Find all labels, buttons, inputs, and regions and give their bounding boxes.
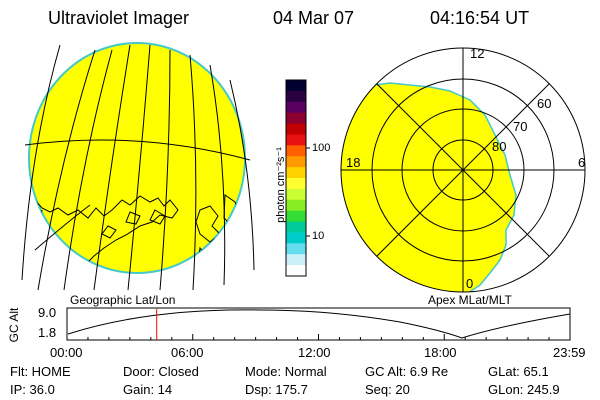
time-label: 04:16:54 UT xyxy=(430,8,530,28)
info-ip: IP: 36.0 xyxy=(10,382,55,397)
colorbar-band xyxy=(286,243,306,255)
altitude-strip xyxy=(66,307,571,341)
colorbar-band xyxy=(286,101,306,114)
geo-panel-label: Geographic Lat/Lon xyxy=(70,293,176,307)
colorbar-band xyxy=(286,265,306,277)
time-tick-label-3: 18:00 xyxy=(424,345,457,360)
altitude-ylabel: GC Alt xyxy=(7,307,21,343)
colorbar-band xyxy=(286,178,306,190)
geographic-image-panel xyxy=(21,42,255,290)
info-glon: GLon: 245.9 xyxy=(488,382,560,397)
colorbar-frame xyxy=(285,79,307,277)
mlt-label-18: 18 xyxy=(346,155,361,170)
mlt-label-12: 12 xyxy=(470,46,485,61)
mlt-label-6: 6 xyxy=(578,155,586,170)
colorbar-band xyxy=(286,221,306,233)
colorbar-band xyxy=(286,112,306,125)
altitude-ytick-top: 9.0 xyxy=(38,305,57,320)
info-dsp: Dsp: 175.7 xyxy=(245,382,308,397)
colorbar-band xyxy=(286,80,306,92)
polar-panel-label: Apex MLat/MLT xyxy=(428,293,512,307)
altitude-curve xyxy=(67,309,571,339)
polar-image-fill xyxy=(341,82,517,292)
instrument-title: Ultraviolet Imager xyxy=(48,8,190,28)
info-gc-alt: GC Alt: 6.9 Re xyxy=(365,364,449,379)
colorbar-band xyxy=(286,199,306,212)
colorbar-band xyxy=(286,254,306,266)
info-mode: Mode: Normal xyxy=(245,364,327,379)
colorbar-band xyxy=(286,188,306,201)
info-seq: Seq: 20 xyxy=(365,382,410,397)
info-door: Door: Closed xyxy=(123,364,199,379)
time-tick-label-0: 00:00 xyxy=(50,345,83,360)
colorbar-band xyxy=(286,90,306,103)
colorbar-band xyxy=(286,167,306,179)
colorbar-unit-label: photon cm⁻²s⁻¹ xyxy=(275,147,287,223)
polar-panel xyxy=(340,47,586,293)
mlt-label-0: 0 xyxy=(466,276,474,291)
info-gain: Gain: 14 xyxy=(123,382,173,397)
mlat-label-70: 70 xyxy=(513,119,528,134)
time-tick-label-1: 06:00 xyxy=(171,345,204,360)
info-flt: Flt: HOME xyxy=(10,364,71,379)
colorbar-band xyxy=(286,123,306,135)
colorbar-tick-label-10: 10 xyxy=(312,230,325,242)
geo-grid xyxy=(21,44,255,290)
geo-disk xyxy=(28,42,246,274)
time-tick-label-4: 23:59 xyxy=(553,345,586,360)
altitude-ytick-bottom: 1.8 xyxy=(38,325,57,340)
polar-grid xyxy=(340,47,586,293)
colorbar xyxy=(285,79,310,277)
colorbar-band xyxy=(286,134,306,146)
colorbar-band xyxy=(286,156,306,168)
mlat-label-80: 80 xyxy=(492,139,507,154)
time-tick-label-2: 12:00 xyxy=(298,345,331,360)
colorbar-tick-label-100: 100 xyxy=(312,142,331,154)
colorbar-band xyxy=(286,210,306,223)
info-glat: GLat: 65.1 xyxy=(488,364,549,379)
mlat-label-60: 60 xyxy=(537,96,552,111)
colorbar-band xyxy=(286,232,306,244)
colorbar-band xyxy=(286,145,306,157)
date-label: 04 Mar 07 xyxy=(273,8,355,28)
